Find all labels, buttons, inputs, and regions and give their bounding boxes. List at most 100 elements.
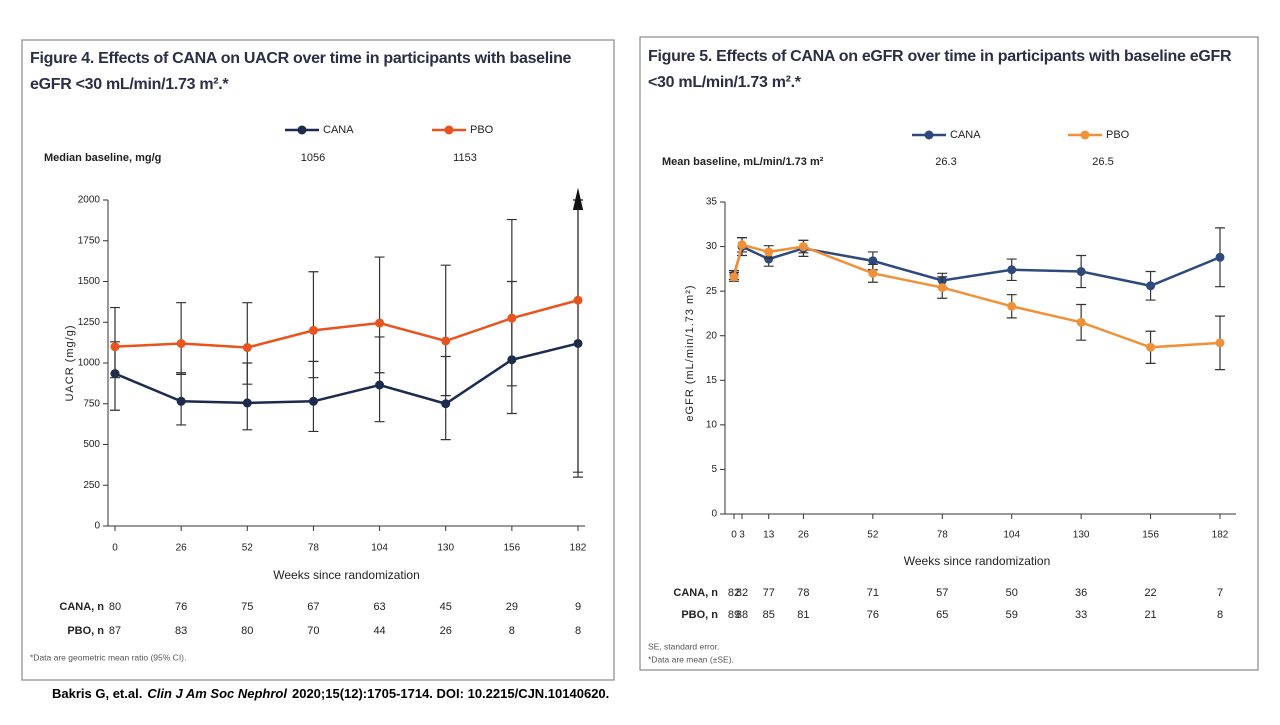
x-tick-label: 130 [437, 543, 454, 554]
data-point [1146, 281, 1156, 291]
x-tick-label: 104 [371, 543, 388, 554]
n-value: 59 [1006, 609, 1018, 621]
y-tick-label: 5 [711, 464, 717, 475]
legend-marker [1080, 130, 1090, 140]
y-tick-label: 20 [706, 330, 718, 341]
error-bar [308, 271, 319, 379]
x-tick-label: 3 [739, 530, 745, 541]
footnote: SE, standard error. [648, 641, 719, 651]
n-value: 33 [1075, 609, 1087, 621]
error-bar [573, 199, 583, 473]
n-row-label: PBO, n [681, 609, 718, 621]
baseline-value: 26.3 [935, 156, 956, 168]
x-tick-label: 26 [176, 543, 188, 554]
baseline-label: Mean baseline, mL/min/1.73 m² [662, 156, 824, 168]
error-bar [440, 264, 451, 397]
n-value: 80 [109, 601, 121, 613]
x-tick-label: 0 [731, 530, 737, 541]
data-point [729, 272, 739, 282]
n-value: 85 [763, 609, 775, 621]
n-value: 63 [373, 601, 385, 613]
data-point [798, 242, 808, 252]
data-point [242, 343, 252, 353]
y-tick-label: 500 [83, 439, 100, 450]
y-axis-title: eGFR (mL/min/1.73 m²) [684, 284, 696, 421]
x-tick-label: 78 [937, 530, 949, 541]
n-value: 77 [763, 587, 775, 599]
n-value: 44 [373, 625, 385, 637]
y-tick-label: 2000 [78, 195, 101, 206]
n-value: 26 [440, 625, 452, 637]
n-value: 29 [506, 601, 518, 613]
n-value: 88 [736, 609, 748, 621]
x-axis-title: Weeks since randomization [273, 568, 420, 582]
y-tick-label: 0 [94, 521, 100, 532]
y-tick-label: 250 [83, 480, 100, 491]
x-tick-label: 182 [570, 543, 587, 554]
data-point [573, 295, 583, 305]
y-tick-label: 750 [83, 398, 100, 409]
y-tick-label: 1000 [78, 358, 101, 369]
n-value: 9 [575, 601, 581, 613]
n-value: 76 [175, 601, 187, 613]
x-tick-label: 182 [1212, 530, 1229, 541]
x-tick-label: 78 [308, 543, 320, 554]
data-point [441, 336, 451, 346]
y-tick-label: 30 [706, 241, 718, 252]
y-tick-label: 1500 [78, 276, 101, 287]
citation: Bakris G, et.al. Clin J Am Soc Nephrol 202… [52, 686, 609, 701]
series-line [732, 244, 1221, 288]
n-value: 67 [307, 601, 319, 613]
n-value: 87 [109, 625, 121, 637]
data-point [507, 313, 517, 323]
data-point [242, 398, 252, 408]
n-row-label: CANA, n [673, 587, 718, 599]
chart-title: Figure 4. Effects of CANA on UACR over t… [30, 50, 572, 93]
n-value: 45 [440, 601, 452, 613]
n-value: 36 [1075, 587, 1087, 599]
arrow-head [573, 188, 583, 210]
n-value: 7 [1217, 587, 1223, 599]
n-value: 22 [1144, 587, 1156, 599]
panel-border [21, 39, 615, 681]
x-tick-label: 13 [763, 530, 775, 541]
x-tick-label: 156 [504, 543, 521, 554]
data-point [1215, 252, 1225, 262]
legend-marker [297, 125, 307, 135]
legend-marker [924, 130, 934, 140]
n-value: 75 [241, 601, 253, 613]
n-value: 80 [241, 625, 253, 637]
data-point [1007, 265, 1017, 275]
n-value: 50 [1006, 587, 1018, 599]
y-tick-label: 1750 [78, 235, 101, 246]
data-point [1215, 338, 1225, 348]
x-tick-label: 130 [1073, 530, 1090, 541]
data-point [1007, 301, 1017, 311]
n-value: 8 [1217, 609, 1223, 621]
y-tick-label: 15 [706, 375, 718, 386]
error-bar [506, 218, 517, 387]
n-row-label: CANA, n [59, 601, 104, 613]
error-bar [176, 302, 187, 376]
citation-details: 2020;15(12):1705-1714. DOI: 10.2215/CJN.… [292, 686, 609, 701]
series-line [114, 299, 579, 349]
data-point [110, 342, 120, 352]
panel-border [639, 36, 1259, 671]
baseline-label: Median baseline, mg/g [44, 152, 161, 164]
chart-title: Figure 5. Effects of CANA on eGFR over t… [648, 48, 1232, 91]
y-tick-label: 10 [706, 419, 718, 430]
n-value: 71 [867, 587, 879, 599]
n-value: 8 [575, 625, 581, 637]
data-point [1146, 342, 1156, 352]
footnote: *Data are geometric mean ratio (95% CI). [30, 652, 186, 662]
n-value: 8 [509, 625, 515, 637]
n-value: 82 [736, 587, 748, 599]
n-value: 57 [936, 587, 948, 599]
n-value: 89 [728, 609, 740, 621]
legend-label: CANA [950, 129, 981, 141]
x-tick-label: 104 [1003, 530, 1020, 541]
legend-label: CANA [323, 124, 354, 136]
data-point [375, 380, 385, 390]
n-value: 65 [936, 609, 948, 621]
